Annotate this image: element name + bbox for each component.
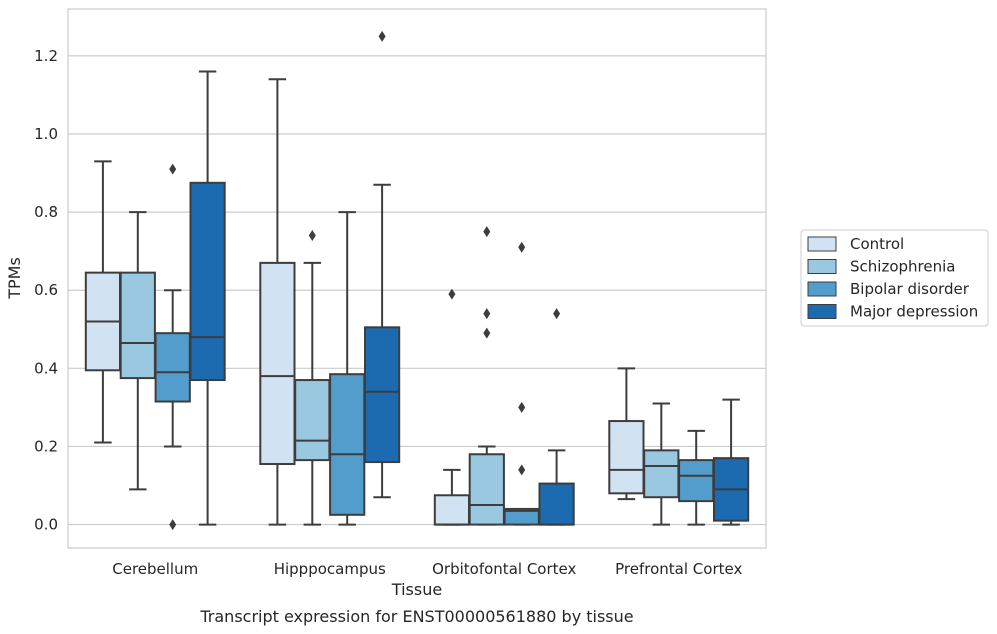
box <box>119 271 156 380</box>
legend-swatch <box>807 236 837 252</box>
box <box>538 482 575 526</box>
outlier-point <box>308 230 316 242</box>
outlier-point <box>169 163 177 175</box>
box <box>643 449 680 499</box>
box-group <box>259 30 401 526</box>
outlier-point <box>483 327 491 339</box>
x-tick-label: Prefrontal Cortex <box>615 560 742 578</box>
outlier-point <box>448 288 456 300</box>
box <box>154 332 191 403</box>
box <box>363 326 401 464</box>
box-groups <box>84 30 750 531</box>
y-tick-label: 0.0 <box>34 516 58 534</box>
legend-label: Major depression <box>850 303 978 321</box>
box <box>468 453 505 526</box>
x-tick-labels: Cerebellum Hipppocampus Orbitofontal Corte… <box>112 560 742 578</box>
box-group <box>84 70 226 531</box>
x-tick-label: Orbitofontal Cortex <box>432 560 576 578</box>
y-tick-label: 1.0 <box>34 125 58 143</box>
outlier-point <box>483 308 491 320</box>
y-tick-label: 0.2 <box>34 437 58 455</box>
y-tick-label: 0.4 <box>34 359 58 377</box>
grid-lines <box>68 55 766 526</box>
outlier-point <box>518 464 526 476</box>
box <box>189 181 226 382</box>
outlier-point <box>483 226 491 238</box>
outlier-point <box>518 241 526 253</box>
outlier-point <box>378 30 386 42</box>
box <box>294 379 331 462</box>
box-group <box>608 367 750 526</box>
legend-label: Schizophrenia <box>850 258 955 276</box>
box <box>678 459 715 503</box>
legend-label: Bipolar disorder <box>850 280 970 298</box>
box <box>259 261 296 466</box>
box <box>433 494 471 526</box>
legend-swatch <box>807 259 837 274</box>
legend-swatch <box>807 281 837 297</box>
y-tick-label: 0.8 <box>34 203 58 221</box>
x-axis-label: Tissue <box>391 580 442 599</box>
y-tick-label: 0.6 <box>34 281 58 299</box>
x-tick-label: Cerebellum <box>112 560 198 578</box>
box <box>329 373 366 516</box>
box-group <box>433 226 575 526</box>
outlier-point <box>518 401 526 413</box>
legend-swatch <box>807 304 837 319</box>
legend-frame <box>800 229 989 327</box>
box <box>608 420 645 495</box>
legend: Control Schizophrenia Bipolar disorder Majo… <box>800 229 989 327</box>
y-tick-labels: 0.0 0.2 0.4 0.6 0.8 1.0 1.2 <box>34 47 58 534</box>
chart-caption: Transcript expression for ENST0000056188… <box>199 607 633 626</box>
y-tick-label: 1.2 <box>34 47 58 65</box>
outlier-point <box>169 519 177 531</box>
outlier-point <box>553 308 561 320</box>
legend-label: Control <box>850 235 904 253</box>
y-axis-label: TPMs <box>5 257 24 300</box>
x-tick-label: Hipppocampus <box>274 560 386 578</box>
